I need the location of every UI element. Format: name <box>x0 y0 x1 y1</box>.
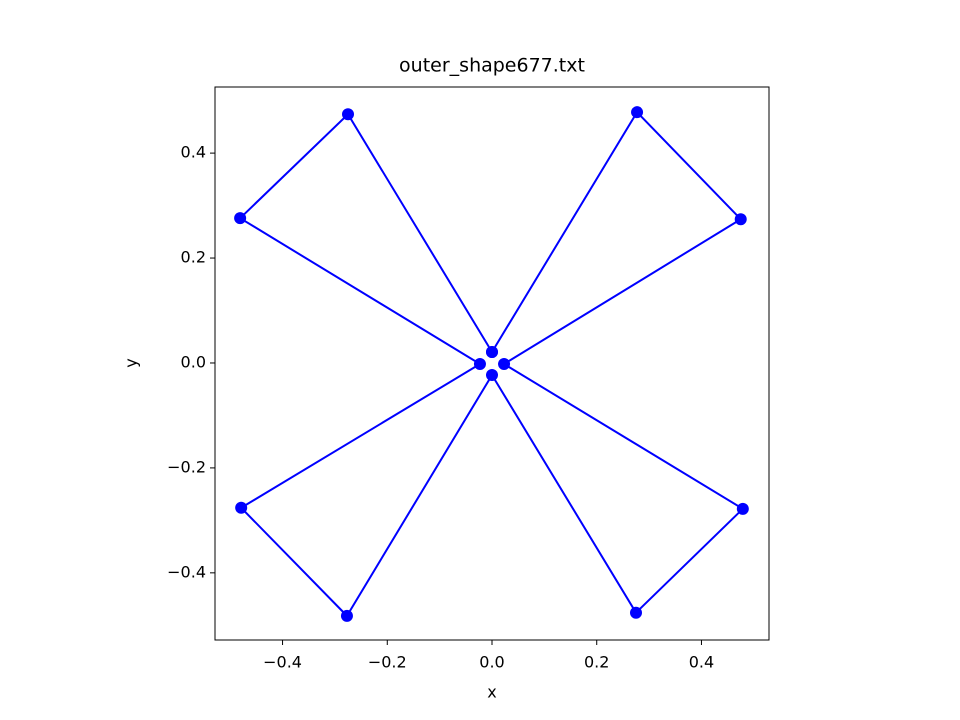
x-tick-label: 0.4 <box>689 653 714 672</box>
marker <box>498 358 511 371</box>
y-tick-label: 0.2 <box>181 248 206 267</box>
marker <box>340 609 353 622</box>
x-tick-label: 0.2 <box>584 653 609 672</box>
marker <box>235 501 248 514</box>
x-tick-label: 0.0 <box>479 653 504 672</box>
x-tick-label: −0.2 <box>368 653 407 672</box>
marker <box>486 369 498 382</box>
y-axis-label: y <box>122 358 141 367</box>
marker <box>631 106 644 119</box>
marker <box>736 502 749 515</box>
marker <box>486 345 498 358</box>
plot-frame <box>214 86 770 641</box>
marker <box>342 108 355 121</box>
marker <box>629 606 642 619</box>
marker <box>473 358 486 371</box>
y-tick-label: 0.4 <box>181 143 206 162</box>
y-tick-label: 0.0 <box>181 352 206 371</box>
y-tick-label: −0.4 <box>167 562 206 581</box>
chart-title: outer_shape677.txt <box>399 55 585 77</box>
x-tick-label: −0.4 <box>263 653 302 672</box>
marker <box>234 212 247 225</box>
marker <box>734 213 747 226</box>
y-tick-label: −0.2 <box>167 457 206 476</box>
x-axis-label: x <box>487 683 496 702</box>
